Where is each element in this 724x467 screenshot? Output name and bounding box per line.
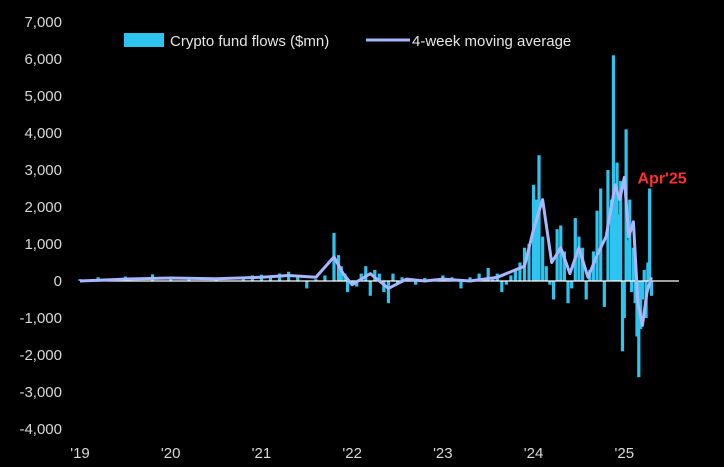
flow-bar (296, 277, 300, 281)
x-tick-label: '23 (433, 445, 453, 462)
x-tick-label: '21 (252, 445, 272, 462)
flow-bar (386, 281, 391, 304)
flow-bar (537, 155, 541, 281)
flow-bar (566, 281, 570, 304)
flow-bar (577, 236, 581, 281)
y-tick-label: 5,000 (24, 88, 62, 105)
flow-bar (305, 281, 309, 289)
x-tick-label: '20 (161, 445, 181, 462)
flow-bar (595, 210, 599, 281)
y-tick-label: -1,000 (19, 310, 62, 327)
fund-flow-bars (78, 55, 654, 378)
y-tick-label: 0 (54, 273, 62, 290)
flow-bar (169, 278, 173, 281)
y-axis-tick-labels: 7,000 6,000 5,000 4,000 3,000 2,000 1,000 0 -1,0… (19, 14, 62, 438)
flow-bar (359, 273, 363, 281)
flow-bar (628, 199, 632, 281)
flow-bar (622, 281, 626, 318)
flow-bar (640, 281, 645, 300)
flow-bar (637, 281, 641, 378)
flow-bar (648, 188, 652, 281)
flow-bar (518, 262, 522, 281)
y-tick-label: 6,000 (24, 51, 62, 68)
flow-bar (646, 262, 650, 281)
flow-bar (573, 218, 577, 281)
flow-bar (551, 281, 556, 300)
x-axis-tick-labels: '19 '20 '21 '22 '23 '24 '25 (70, 445, 634, 462)
flow-bar (527, 244, 531, 281)
flow-bar (639, 281, 643, 330)
flow-bar (500, 281, 504, 293)
flow-bar (626, 240, 630, 281)
flow-bar (611, 55, 615, 281)
flow-bar (642, 269, 646, 281)
flow-bar (633, 281, 637, 304)
legend-label-average: 4-week moving average (412, 33, 571, 50)
flow-bar (631, 247, 635, 281)
flow-bar (459, 281, 463, 289)
legend: Crypto fund flows ($mn) 4-week moving av… (124, 33, 571, 50)
y-tick-label: 3,000 (24, 162, 62, 179)
y-tick-label: 4,000 (24, 125, 62, 142)
y-tick-label: 7,000 (24, 14, 62, 31)
flow-bar (486, 268, 490, 281)
flow-bar (504, 281, 508, 285)
flow-bar (414, 281, 418, 285)
flow-bar (391, 273, 395, 281)
flow-bar (509, 275, 513, 281)
flow-bar (355, 281, 359, 287)
x-tick-label: '19 (70, 445, 90, 462)
flow-bar (602, 281, 606, 307)
x-tick-label: '25 (615, 445, 635, 462)
flow-bar (559, 225, 563, 281)
moving-average-series (79, 175, 653, 327)
flow-bar (544, 266, 548, 281)
flow-bar (613, 192, 617, 281)
flow-bar (400, 277, 404, 281)
flow-bar (314, 279, 318, 281)
flow-bar (562, 251, 567, 281)
apr-25-annotation: Apr'25 (638, 170, 687, 187)
flow-bar (609, 199, 614, 281)
flow-bar (599, 188, 603, 281)
y-tick-label: 1,000 (24, 236, 62, 253)
flow-bar (377, 273, 381, 281)
x-tick-label: '24 (524, 445, 544, 462)
flow-bar (323, 275, 327, 281)
flow-bar (468, 277, 472, 281)
y-tick-label: 2,000 (24, 199, 62, 216)
flow-bar (513, 269, 518, 281)
flow-bar (364, 266, 368, 281)
y-tick-label: -4,000 (19, 421, 62, 438)
flow-bar (649, 281, 654, 296)
flow-bar (339, 266, 343, 281)
flow-bar (619, 181, 623, 281)
y-tick-label: -2,000 (19, 347, 62, 364)
flow-bar (617, 214, 621, 281)
flow-bar (635, 281, 639, 337)
moving-average-line (79, 175, 653, 327)
flow-bar (534, 199, 538, 281)
legend-swatch-bars (124, 33, 164, 47)
legend-label-bars: Crypto fund flows ($mn) (170, 33, 329, 50)
flow-bar (368, 281, 372, 296)
y-tick-label: -3,000 (19, 384, 62, 401)
flow-bar (615, 162, 619, 281)
flow-bar (629, 281, 634, 293)
flow-bar (268, 276, 273, 281)
flow-bar (346, 281, 350, 293)
flow-bar (548, 281, 552, 285)
flow-bar (477, 273, 481, 281)
x-tick-label: '22 (342, 445, 362, 462)
flow-bar (620, 281, 625, 352)
flow-bar (541, 236, 545, 281)
flow-bar (584, 281, 588, 300)
flow-bar (570, 281, 574, 289)
